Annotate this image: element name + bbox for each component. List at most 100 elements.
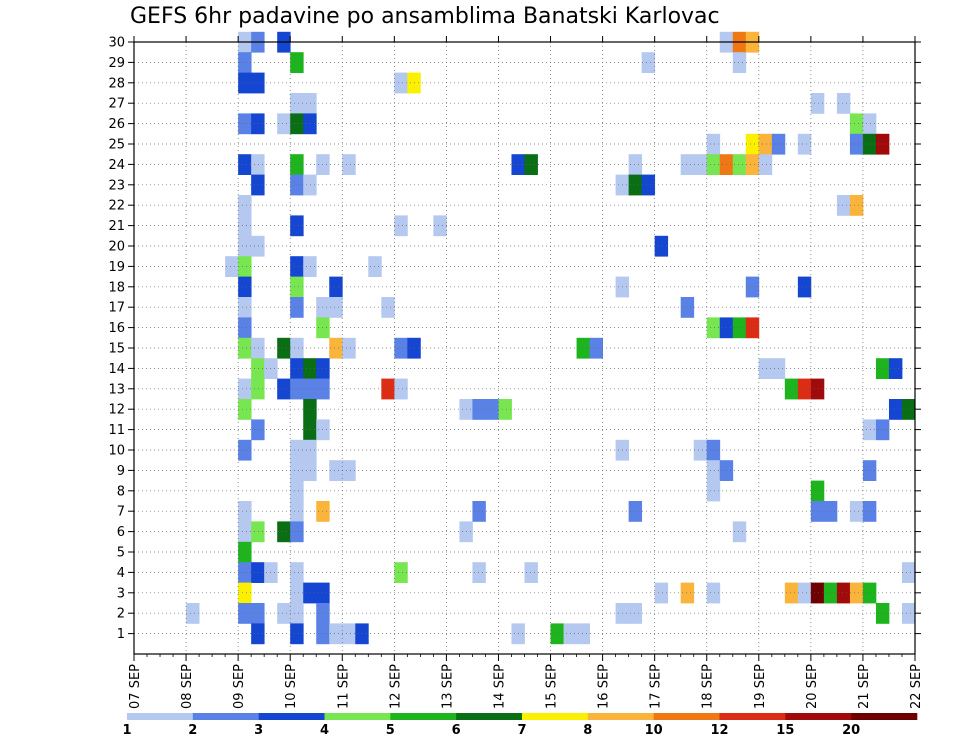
y-tick-label: 26 bbox=[108, 117, 125, 132]
x-tick-label: 09 SEP bbox=[232, 664, 247, 709]
heatmap-cell bbox=[251, 521, 265, 543]
x-tick-label: 18 SEP bbox=[701, 664, 716, 709]
y-tick-label: 9 bbox=[117, 464, 125, 479]
heatmap-cell bbox=[290, 603, 304, 624]
y-tick-label: 18 bbox=[108, 280, 125, 295]
heatmap-cell bbox=[290, 378, 304, 400]
heatmap-cell bbox=[394, 337, 408, 359]
heatmap-cell bbox=[732, 154, 747, 175]
x-tick-label: 11 SEP bbox=[336, 664, 351, 709]
heatmap-cell bbox=[277, 337, 291, 359]
legend-label: 12 bbox=[710, 723, 728, 738]
heatmap-cell bbox=[251, 562, 265, 583]
heatmap-cell bbox=[290, 623, 304, 645]
heatmap-cell bbox=[732, 317, 747, 339]
heatmap-cell bbox=[303, 378, 317, 400]
heatmap-cell bbox=[498, 399, 512, 420]
heatmap-cell bbox=[238, 317, 252, 339]
heatmap-cell bbox=[862, 133, 877, 155]
heatmap-cell bbox=[303, 113, 317, 135]
x-tick-label: 17 SEP bbox=[649, 664, 664, 709]
heatmap-cell bbox=[784, 378, 799, 400]
heatmap-cell bbox=[251, 623, 265, 645]
y-tick-label: 21 bbox=[108, 219, 125, 234]
legend-swatch bbox=[456, 713, 523, 720]
heatmap-cell bbox=[290, 154, 304, 175]
heatmap-cell bbox=[290, 174, 304, 196]
heatmap-cell bbox=[303, 419, 317, 441]
y-tick-label: 3 bbox=[117, 586, 125, 601]
y-tick-label: 10 bbox=[108, 444, 125, 459]
heatmap-cell bbox=[810, 582, 825, 604]
heatmap-cell bbox=[290, 501, 304, 522]
heatmap-cell bbox=[251, 378, 265, 400]
legend-label: 8 bbox=[583, 723, 592, 738]
heatmap-cell bbox=[394, 378, 408, 400]
heatmap-cell bbox=[290, 297, 304, 318]
heatmap-cell bbox=[303, 582, 317, 604]
heatmap-cell bbox=[472, 399, 486, 420]
heatmap-cell bbox=[342, 154, 356, 175]
heatmap-cell bbox=[277, 113, 291, 135]
heatmap-cell bbox=[303, 439, 317, 461]
heatmap-cell bbox=[238, 235, 252, 257]
heatmap-cell bbox=[810, 480, 825, 502]
heatmap-cell bbox=[342, 460, 356, 481]
heatmap-cell bbox=[797, 133, 812, 155]
heatmap-cell bbox=[628, 154, 643, 175]
y-tick-label: 30 bbox=[108, 36, 125, 51]
legend-label: 5 bbox=[386, 723, 395, 738]
x-tick-label: 15 SEP bbox=[545, 664, 560, 709]
heatmap-cell bbox=[303, 399, 317, 420]
heatmap-cell bbox=[849, 195, 864, 216]
heatmap-cell bbox=[901, 399, 916, 420]
heatmap-cell bbox=[303, 93, 317, 114]
legend-swatch bbox=[522, 713, 589, 720]
heatmap-cell bbox=[836, 93, 851, 114]
heatmap-cell bbox=[238, 256, 252, 277]
heatmap-cell bbox=[251, 72, 265, 94]
heatmap-cell bbox=[238, 603, 252, 624]
heatmap-cell bbox=[862, 582, 877, 604]
heatmap-cell bbox=[290, 337, 304, 359]
heatmap-cell bbox=[290, 480, 304, 502]
legend-label: 3 bbox=[254, 723, 263, 738]
heatmap-cell bbox=[706, 317, 721, 339]
heatmap-cell bbox=[394, 215, 408, 237]
heatmap-cell bbox=[238, 582, 252, 604]
heatmap-cell bbox=[706, 582, 721, 604]
x-tick-label: 22 SEP bbox=[909, 664, 924, 709]
heatmap-cell bbox=[290, 256, 304, 277]
heatmap-cell bbox=[290, 562, 304, 583]
legend-swatch bbox=[192, 713, 259, 720]
heatmap-cell bbox=[745, 317, 760, 339]
heatmap-cell bbox=[693, 439, 708, 461]
legend-label: 4 bbox=[320, 723, 329, 738]
heatmap-cell bbox=[238, 154, 252, 175]
heatmap-cell bbox=[745, 133, 760, 155]
heatmap-cell bbox=[238, 276, 252, 298]
legend-swatch bbox=[127, 713, 194, 720]
y-tick-label: 8 bbox=[117, 484, 125, 499]
heatmap-cell bbox=[888, 399, 903, 420]
heatmap-cell bbox=[238, 541, 252, 563]
heatmap-cell bbox=[355, 623, 369, 645]
heatmap-cell bbox=[628, 501, 643, 522]
heatmap-cell bbox=[290, 113, 304, 135]
heatmap-cell bbox=[472, 562, 486, 583]
heatmap-cell bbox=[238, 337, 252, 359]
heatmap-cell bbox=[238, 521, 252, 543]
heatmap-cell bbox=[238, 72, 252, 94]
heatmap-cell bbox=[680, 582, 695, 604]
heatmap-cell bbox=[862, 113, 877, 135]
legend-label: 20 bbox=[842, 723, 860, 738]
heatmap-cell bbox=[706, 439, 721, 461]
heatmap-cell bbox=[277, 378, 291, 400]
heatmap-cell bbox=[758, 133, 773, 155]
heatmap-cell bbox=[290, 582, 304, 604]
heatmap-cell bbox=[758, 154, 773, 175]
x-tick-label: 20 SEP bbox=[805, 664, 820, 709]
heatmap-cell bbox=[849, 133, 864, 155]
legend-swatch bbox=[258, 713, 325, 720]
heatmap-cell bbox=[758, 358, 773, 379]
